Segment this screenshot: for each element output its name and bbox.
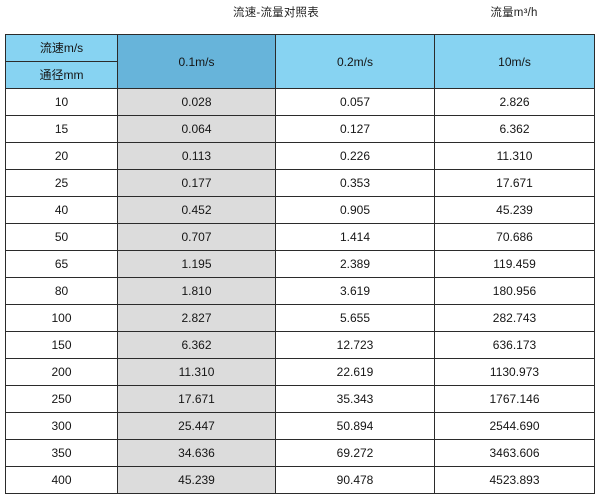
cell-v2: 3.619 [275, 277, 435, 305]
cell-diameter: 40 [5, 196, 118, 224]
cell-v1: 17.671 [117, 385, 276, 413]
column-header-v2: 0.2m/s [275, 34, 435, 89]
cell-diameter: 350 [5, 439, 118, 467]
cell-v3: 1130.973 [434, 358, 595, 386]
cell-v2: 0.057 [275, 88, 435, 116]
page-title: 流速-流量对照表 [233, 7, 319, 19]
cell-v3: 3463.606 [434, 439, 595, 467]
cell-diameter: 50 [5, 223, 118, 251]
table-row: 65 1.195 2.389 119.459 [5, 250, 595, 278]
cell-v1: 6.362 [117, 331, 276, 359]
cell-v1: 0.452 [117, 196, 276, 224]
cell-diameter: 300 [5, 412, 118, 440]
flow-table-body: 流速m/s 0.1m/s 0.2m/s 10m/s 通径mm 10 0.028 … [5, 34, 595, 494]
cell-diameter: 200 [5, 358, 118, 386]
cell-v3: 180.956 [434, 277, 595, 305]
cell-v1: 11.310 [117, 358, 276, 386]
corner-header-diameter: 通径mm [5, 61, 118, 89]
cell-diameter: 250 [5, 385, 118, 413]
table-row: 25 0.177 0.353 17.671 [5, 169, 595, 197]
table-row: 250 17.671 35.343 1767.146 [5, 385, 595, 413]
cell-v2: 22.619 [275, 358, 435, 386]
table-row: 400 45.239 90.478 4523.893 [5, 466, 595, 494]
cell-v2: 0.127 [275, 115, 435, 143]
table-row: 80 1.810 3.619 180.956 [5, 277, 595, 305]
cell-v2: 1.414 [275, 223, 435, 251]
table-row: 300 25.447 50.894 2544.690 [5, 412, 595, 440]
cell-v2: 2.389 [275, 250, 435, 278]
cell-v3: 636.173 [434, 331, 595, 359]
cell-v1: 1.810 [117, 277, 276, 305]
cell-v2: 50.894 [275, 412, 435, 440]
table-row: 200 11.310 22.619 1130.973 [5, 358, 595, 386]
cell-v1: 0.707 [117, 223, 276, 251]
cell-v1: 0.113 [117, 142, 276, 170]
cell-diameter: 80 [5, 277, 118, 305]
cell-v1: 0.028 [117, 88, 276, 116]
cell-v3: 11.310 [434, 142, 595, 170]
cell-v1: 34.636 [117, 439, 276, 467]
table-row: 350 34.636 69.272 3463.606 [5, 439, 595, 467]
cell-v2: 12.723 [275, 331, 435, 359]
cell-v1: 1.195 [117, 250, 276, 278]
cell-v2: 0.226 [275, 142, 435, 170]
cell-v3: 17.671 [434, 169, 595, 197]
cell-diameter: 100 [5, 304, 118, 332]
cell-v3: 1767.146 [434, 385, 595, 413]
table-row: 150 6.362 12.723 636.173 [5, 331, 595, 359]
cell-diameter: 10 [5, 88, 118, 116]
cell-v1: 25.447 [117, 412, 276, 440]
cell-v3: 45.239 [434, 196, 595, 224]
cell-v2: 69.272 [275, 439, 435, 467]
corner-header-velocity: 流速m/s [5, 34, 118, 62]
cell-v2: 90.478 [275, 466, 435, 494]
cell-v2: 5.655 [275, 304, 435, 332]
table-header-row-bottom: 通径mm [5, 61, 595, 89]
cell-v3: 119.459 [434, 250, 595, 278]
cell-v3: 70.686 [434, 223, 595, 251]
table-header-row-top: 流速m/s 0.1m/s 0.2m/s 10m/s [5, 34, 595, 89]
cell-v1: 2.827 [117, 304, 276, 332]
flow-table-container: 流速m/s 0.1m/s 0.2m/s 10m/s 通径mm 10 0.028 … [5, 34, 595, 494]
cell-diameter: 400 [5, 466, 118, 494]
flow-unit-label: 流量m³/h [490, 7, 538, 19]
table-row: 100 2.827 5.655 282.743 [5, 304, 595, 332]
cell-v2: 0.353 [275, 169, 435, 197]
table-row: 10 0.028 0.057 2.826 [5, 88, 595, 116]
cell-v2: 35.343 [275, 385, 435, 413]
table-row: 50 0.707 1.414 70.686 [5, 223, 595, 251]
cell-v1: 0.177 [117, 169, 276, 197]
cell-v2: 0.905 [275, 196, 435, 224]
table-row: 15 0.064 0.127 6.362 [5, 115, 595, 143]
cell-diameter: 15 [5, 115, 118, 143]
cell-diameter: 20 [5, 142, 118, 170]
cell-v3: 282.743 [434, 304, 595, 332]
flow-rate-table: 流速m/s 0.1m/s 0.2m/s 10m/s 通径mm 10 0.028 … [5, 34, 595, 494]
cell-v1: 45.239 [117, 466, 276, 494]
cell-diameter: 65 [5, 250, 118, 278]
caption-row: 流速-流量对照表 流量m³/h [0, 0, 600, 34]
cell-v3: 4523.893 [434, 466, 595, 494]
cell-diameter: 25 [5, 169, 118, 197]
cell-v3: 2.826 [434, 88, 595, 116]
column-header-v1: 0.1m/s [117, 34, 276, 89]
table-row: 20 0.113 0.226 11.310 [5, 142, 595, 170]
cell-v3: 6.362 [434, 115, 595, 143]
table-row: 40 0.452 0.905 45.239 [5, 196, 595, 224]
cell-v3: 2544.690 [434, 412, 595, 440]
cell-diameter: 150 [5, 331, 118, 359]
cell-v1: 0.064 [117, 115, 276, 143]
column-header-v3: 10m/s [434, 34, 595, 89]
